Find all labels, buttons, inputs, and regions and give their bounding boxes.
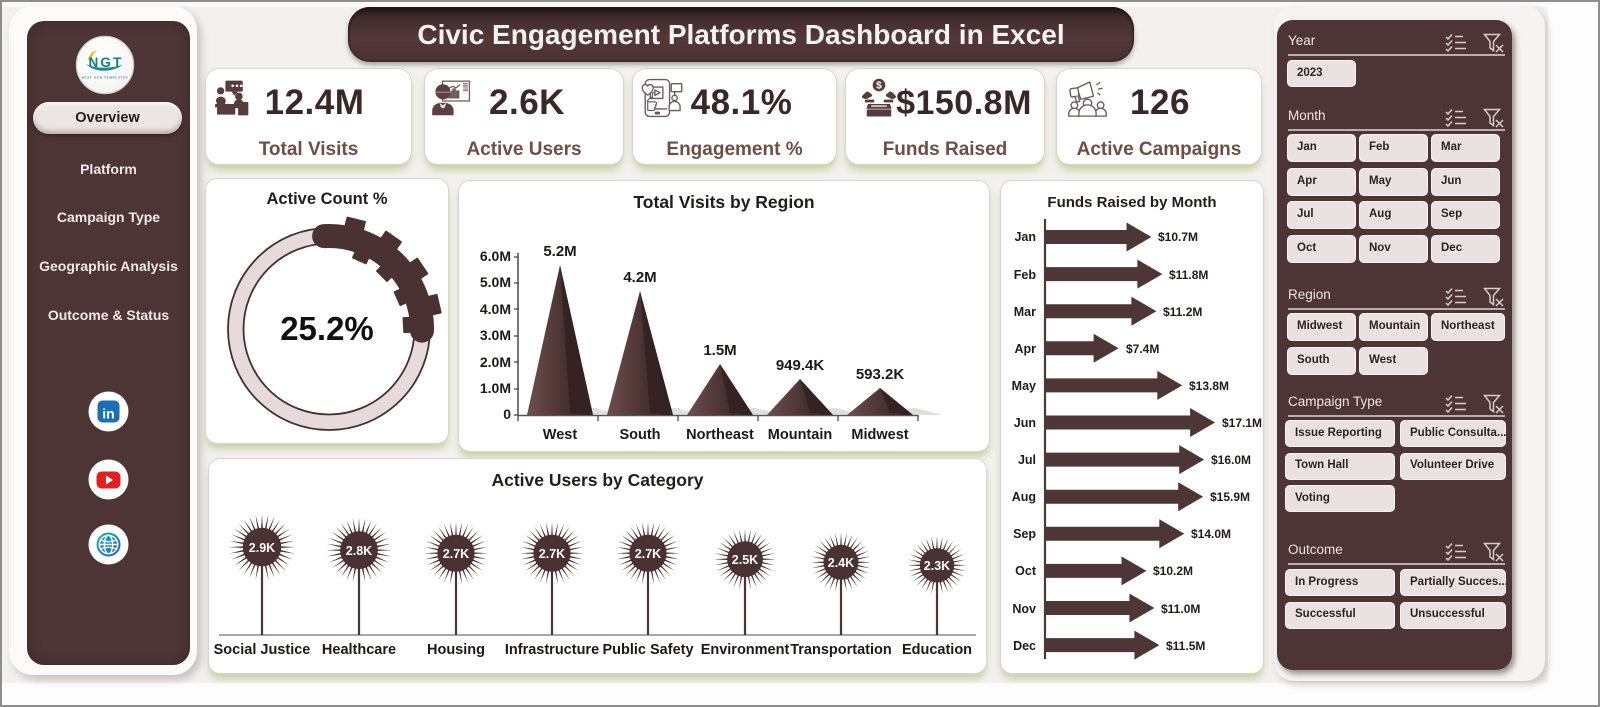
svg-text:593.2K: 593.2K: [856, 366, 905, 383]
svg-text:6.0M: 6.0M: [480, 248, 511, 264]
svg-text:Aug: Aug: [1012, 490, 1036, 504]
svg-text:2.9K: 2.9K: [249, 541, 275, 555]
svg-text:Feb: Feb: [1014, 268, 1037, 282]
svg-text:Mar: Mar: [1014, 305, 1036, 319]
svg-text:2.3K: 2.3K: [924, 559, 950, 573]
svg-text:2.0M: 2.0M: [480, 354, 511, 370]
svg-text:Oct: Oct: [1015, 564, 1037, 578]
svg-text:Housing: Housing: [427, 642, 485, 658]
svg-text:Environment: Environment: [701, 642, 790, 658]
svg-text:1.0M: 1.0M: [480, 380, 511, 396]
svg-text:Dec: Dec: [1013, 639, 1036, 653]
svg-text:NEXT GEN TEMPLATES: NEXT GEN TEMPLATES: [82, 76, 129, 80]
svg-text:2.7K: 2.7K: [443, 547, 469, 561]
svg-text:5.0M: 5.0M: [480, 274, 511, 290]
svg-text:South: South: [619, 427, 660, 443]
svg-text:$11.0M: $11.0M: [1161, 602, 1200, 616]
svg-text:$15.9M: $15.9M: [1210, 490, 1250, 504]
svg-text:4.2M: 4.2M: [623, 269, 656, 286]
svg-text:Sep: Sep: [1013, 527, 1036, 541]
svg-text:5.2M: 5.2M: [543, 243, 576, 260]
svg-text:Midwest: Midwest: [851, 427, 908, 443]
svg-text:Northeast: Northeast: [686, 427, 754, 443]
svg-text:2.7K: 2.7K: [539, 547, 565, 561]
svg-text:$10.2M: $10.2M: [1153, 564, 1193, 578]
svg-text:2.4K: 2.4K: [828, 556, 854, 570]
svg-text:949.4K: 949.4K: [776, 357, 825, 374]
svg-text:in: in: [102, 406, 114, 422]
svg-text:$11.5M: $11.5M: [1166, 639, 1205, 653]
svg-text:Nov: Nov: [1012, 602, 1036, 616]
svg-text:$17.1M: $17.1M: [1222, 416, 1262, 430]
svg-text:$13.8M: $13.8M: [1189, 379, 1229, 393]
svg-text:$10.7M: $10.7M: [1158, 230, 1198, 244]
svg-text:West: West: [543, 427, 578, 443]
svg-text:Public Safety: Public Safety: [602, 642, 693, 658]
svg-text:1.5M: 1.5M: [703, 342, 736, 359]
svg-text:$11.8M: $11.8M: [1169, 268, 1208, 282]
svg-text:2.5K: 2.5K: [732, 553, 758, 567]
svg-text:NGT: NGT: [88, 55, 123, 70]
svg-text:Jul: Jul: [1018, 453, 1036, 467]
svg-text:$16.0M: $16.0M: [1211, 453, 1251, 467]
svg-text:0: 0: [503, 406, 511, 422]
svg-text:Jun: Jun: [1014, 416, 1036, 430]
svg-text:4.0M: 4.0M: [480, 301, 511, 317]
svg-text:Jan: Jan: [1014, 230, 1036, 244]
svg-text:May: May: [1012, 379, 1036, 393]
svg-text:Infrastructure: Infrastructure: [505, 642, 599, 658]
svg-text:Social Justice: Social Justice: [214, 642, 311, 658]
svg-text:Mountain: Mountain: [768, 427, 832, 443]
svg-text:$7.4M: $7.4M: [1126, 342, 1159, 356]
svg-text:Transportation: Transportation: [790, 642, 892, 658]
svg-text:$11.2M: $11.2M: [1163, 305, 1202, 319]
svg-text:Apr: Apr: [1014, 342, 1036, 356]
svg-text:Education: Education: [902, 642, 972, 658]
svg-text:2.8K: 2.8K: [346, 544, 372, 558]
svg-text:3.0M: 3.0M: [480, 327, 511, 343]
svg-text:Healthcare: Healthcare: [322, 642, 396, 658]
svg-text:$: $: [876, 81, 882, 92]
svg-text:2.7K: 2.7K: [635, 547, 661, 561]
svg-text:$14.0M: $14.0M: [1191, 527, 1231, 541]
